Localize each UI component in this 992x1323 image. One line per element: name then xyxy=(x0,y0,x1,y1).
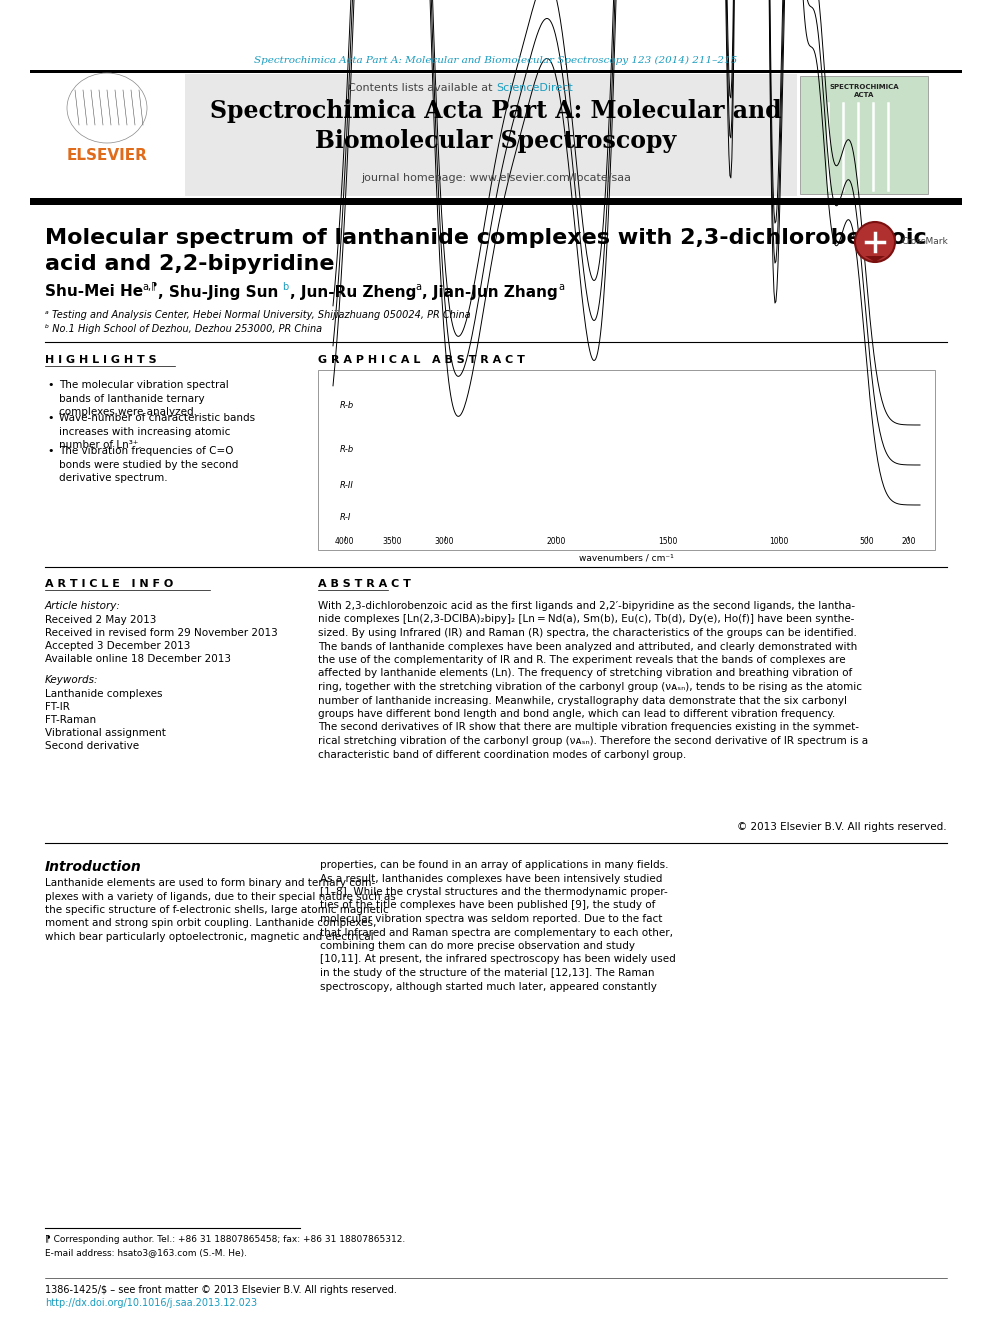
Text: [10,11]. At present, the infrared spectroscopy has been widely used: [10,11]. At present, the infrared spectr… xyxy=(320,954,676,964)
Text: ᵇ No.1 High School of Dezhou, Dezhou 253000, PR China: ᵇ No.1 High School of Dezhou, Dezhou 253… xyxy=(45,324,322,333)
Text: Vibrational assignment: Vibrational assignment xyxy=(45,728,166,738)
Text: ring, together with the stretching vibration of the carbonyl group (νᴀₛₙ), tends: ring, together with the stretching vibra… xyxy=(318,681,862,692)
Text: Wave-number of characteristic bands
increases with increasing atomic
number of L: Wave-number of characteristic bands incr… xyxy=(59,413,255,450)
Text: groups have different bond length and bond angle, which can lead to different vi: groups have different bond length and bo… xyxy=(318,709,835,718)
Bar xyxy=(185,74,797,196)
Text: affected by lanthanide elements (Ln). The frequency of stretching vibration and : affected by lanthanide elements (Ln). Th… xyxy=(318,668,852,679)
Bar xyxy=(800,75,928,194)
Text: journal homepage: www.elsevier.com/locate/saa: journal homepage: www.elsevier.com/locat… xyxy=(361,173,631,183)
Text: the specific structure of f-electronic shells, large atomic magnetic: the specific structure of f-electronic s… xyxy=(45,905,389,916)
Text: A R T I C L E   I N F O: A R T I C L E I N F O xyxy=(45,579,174,589)
Text: With 2,3-dichlorobenzoic acid as the first ligands and 2,2′-bipyridine as the se: With 2,3-dichlorobenzoic acid as the fir… xyxy=(318,601,855,611)
Text: The bands of lanthanide complexes have been analyzed and attributed, and clearly: The bands of lanthanide complexes have b… xyxy=(318,642,857,651)
Text: 2000: 2000 xyxy=(547,537,565,546)
Text: molecular vibration spectra was seldom reported. Due to the fact: molecular vibration spectra was seldom r… xyxy=(320,914,663,923)
Text: , Shu-Jing Sun: , Shu-Jing Sun xyxy=(158,284,279,299)
Bar xyxy=(30,70,962,73)
Text: As a result, lanthanides complexes have been intensively studied: As a result, lanthanides complexes have … xyxy=(320,873,663,884)
Text: ELSEVIER: ELSEVIER xyxy=(66,147,148,163)
Polygon shape xyxy=(865,255,885,262)
Text: combining them can do more precise observation and study: combining them can do more precise obser… xyxy=(320,941,635,951)
Text: Molecular spectrum of lanthanide complexes with 2,3-dichlorobenzoic
acid and 2,2: Molecular spectrum of lanthanide complex… xyxy=(45,228,927,274)
Text: FT-Raman: FT-Raman xyxy=(45,714,96,725)
Text: ᵃ Testing and Analysis Center, Hebei Normal University, Shijiazhuang 050024, PR : ᵃ Testing and Analysis Center, Hebei Nor… xyxy=(45,310,470,320)
Text: Lanthanide elements are used to form binary and ternary com-: Lanthanide elements are used to form bin… xyxy=(45,878,375,888)
Text: © 2013 Elsevier B.V. All rights reserved.: © 2013 Elsevier B.V. All rights reserved… xyxy=(737,822,947,832)
Bar xyxy=(318,370,935,550)
Text: 1500: 1500 xyxy=(658,537,678,546)
Text: R-b: R-b xyxy=(340,401,354,410)
Text: a: a xyxy=(415,282,421,292)
Text: Contents lists available at: Contents lists available at xyxy=(348,83,496,93)
Text: R-II: R-II xyxy=(340,480,354,490)
Text: ties of the title complexes have been published [9], the study of: ties of the title complexes have been pu… xyxy=(320,901,656,910)
Text: A B S T R A C T: A B S T R A C T xyxy=(318,579,411,589)
Text: , Jian-Jun Zhang: , Jian-Jun Zhang xyxy=(422,284,558,299)
Text: 1000: 1000 xyxy=(770,537,789,546)
Text: plexes with a variety of ligands, due to their special nature such as: plexes with a variety of ligands, due to… xyxy=(45,892,396,901)
Text: Second derivative: Second derivative xyxy=(45,741,139,751)
Text: b: b xyxy=(282,282,289,292)
Text: number of lanthanide increasing. Meanwhile, crystallography data demonstrate tha: number of lanthanide increasing. Meanwhi… xyxy=(318,696,847,705)
Text: sized. By using Infrared (IR) and Raman (R) spectra, the characteristics of the : sized. By using Infrared (IR) and Raman … xyxy=(318,628,857,638)
Text: The vibration frequencies of C=O
bonds were studied by the second
derivative spe: The vibration frequencies of C=O bonds w… xyxy=(59,446,238,483)
Circle shape xyxy=(855,222,895,262)
Text: 1386-1425/$ – see front matter © 2013 Elsevier B.V. All rights reserved.: 1386-1425/$ – see front matter © 2013 El… xyxy=(45,1285,397,1295)
Text: the use of the complementarity of IR and R. The experiment reveals that the band: the use of the complementarity of IR and… xyxy=(318,655,845,665)
Text: Received in revised form 29 November 2013: Received in revised form 29 November 201… xyxy=(45,628,278,638)
Text: [1–8]. While the crystal structures and the thermodynamic proper-: [1–8]. While the crystal structures and … xyxy=(320,886,668,897)
Text: Keywords:: Keywords: xyxy=(45,675,98,685)
Text: rical stretching vibration of the carbonyl group (νᴀₛₙ). Therefore the second de: rical stretching vibration of the carbon… xyxy=(318,736,868,746)
Text: , Jun-Ru Zheng: , Jun-Ru Zheng xyxy=(290,284,417,299)
Text: Received 2 May 2013: Received 2 May 2013 xyxy=(45,615,157,624)
Text: ⁋ Corresponding author. Tel.: +86 31 18807865458; fax: +86 31 18807865312.: ⁋ Corresponding author. Tel.: +86 31 188… xyxy=(45,1234,406,1244)
Text: •: • xyxy=(47,380,54,390)
Text: 3000: 3000 xyxy=(434,537,454,546)
Text: Article history:: Article history: xyxy=(45,601,121,611)
Text: properties, can be found in an array of applications in many fields.: properties, can be found in an array of … xyxy=(320,860,669,871)
Text: H I G H L I G H T S: H I G H L I G H T S xyxy=(45,355,157,365)
Text: moment and strong spin orbit coupling. Lanthanide complexes,: moment and strong spin orbit coupling. L… xyxy=(45,918,376,929)
Text: Shu-Mei He: Shu-Mei He xyxy=(45,284,143,299)
Text: R-b: R-b xyxy=(340,446,354,455)
Text: Lanthanide complexes: Lanthanide complexes xyxy=(45,689,163,699)
Text: 200: 200 xyxy=(901,537,916,546)
Text: nide complexes [Ln(2,3-DCIBA)₂bipy]₂ [Ln = Nd(a), Sm(b), Eu(c), Tb(d), Dy(e), Ho: nide complexes [Ln(2,3-DCIBA)₂bipy]₂ [Ln… xyxy=(318,614,854,624)
Text: 500: 500 xyxy=(860,537,875,546)
Text: a,⁋: a,⁋ xyxy=(142,282,158,292)
Text: http://dx.doi.org/10.1016/j.saa.2013.12.023: http://dx.doi.org/10.1016/j.saa.2013.12.… xyxy=(45,1298,257,1308)
Text: 3500: 3500 xyxy=(382,537,402,546)
Text: CrossMark: CrossMark xyxy=(901,238,947,246)
Text: Available online 18 December 2013: Available online 18 December 2013 xyxy=(45,654,231,664)
Text: which bear particularly optoelectronic, magnetic and electrical: which bear particularly optoelectronic, … xyxy=(45,931,374,942)
Text: Spectrochimica Acta Part A: Molecular and Biomolecular Spectroscopy 123 (2014) 2: Spectrochimica Acta Part A: Molecular an… xyxy=(254,56,738,65)
Text: Accepted 3 December 2013: Accepted 3 December 2013 xyxy=(45,642,190,651)
Text: •: • xyxy=(47,413,54,423)
Text: ScienceDirect: ScienceDirect xyxy=(496,83,572,93)
Text: in the study of the structure of the material [12,13]. The Raman: in the study of the structure of the mat… xyxy=(320,968,655,978)
Text: The molecular vibration spectral
bands of lanthanide ternary
complexes were anal: The molecular vibration spectral bands o… xyxy=(59,380,229,417)
Text: •: • xyxy=(47,446,54,456)
Text: E-mail address: hsato3@163.com (S.-M. He).: E-mail address: hsato3@163.com (S.-M. He… xyxy=(45,1248,247,1257)
Text: characteristic band of different coordination modes of carbonyl group.: characteristic band of different coordin… xyxy=(318,750,686,759)
Text: Spectrochimica Acta Part A: Molecular and
Biomolecular Spectroscopy: Spectrochimica Acta Part A: Molecular an… xyxy=(210,99,782,153)
Text: a: a xyxy=(558,282,564,292)
Text: R-I: R-I xyxy=(340,513,351,523)
Text: 4000: 4000 xyxy=(335,537,354,546)
Bar xyxy=(30,74,185,196)
Text: Introduction: Introduction xyxy=(45,860,142,875)
Text: that Infrared and Raman spectra are complementary to each other,: that Infrared and Raman spectra are comp… xyxy=(320,927,673,938)
Text: G R A P H I C A L   A B S T R A C T: G R A P H I C A L A B S T R A C T xyxy=(318,355,525,365)
Text: FT-IR: FT-IR xyxy=(45,703,69,712)
Text: The second derivatives of IR show that there are multiple vibration frequencies : The second derivatives of IR show that t… xyxy=(318,722,859,733)
Text: SPECTROCHIMICA
ACTA: SPECTROCHIMICA ACTA xyxy=(829,85,899,98)
Bar xyxy=(30,198,962,205)
Text: spectroscopy, although started much later, appeared constantly: spectroscopy, although started much late… xyxy=(320,982,657,991)
Text: wavenumbers / cm⁻¹: wavenumbers / cm⁻¹ xyxy=(578,553,674,562)
